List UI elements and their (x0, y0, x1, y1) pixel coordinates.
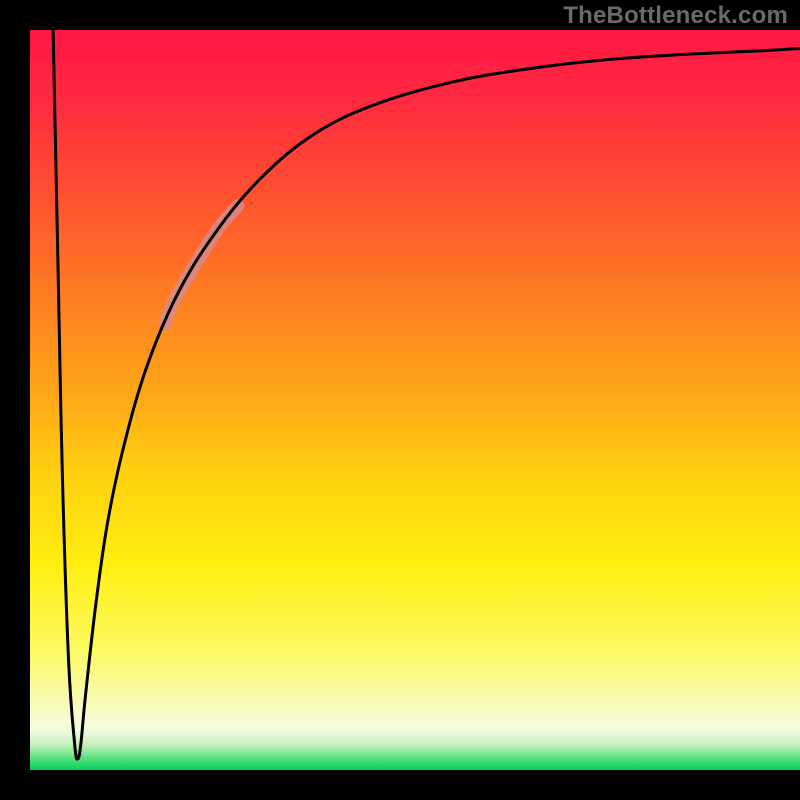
chart-container: TheBottleneck.com (0, 0, 800, 800)
gradient-background (30, 30, 800, 770)
chart-svg (0, 0, 800, 800)
watermark-text: TheBottleneck.com (563, 2, 788, 30)
